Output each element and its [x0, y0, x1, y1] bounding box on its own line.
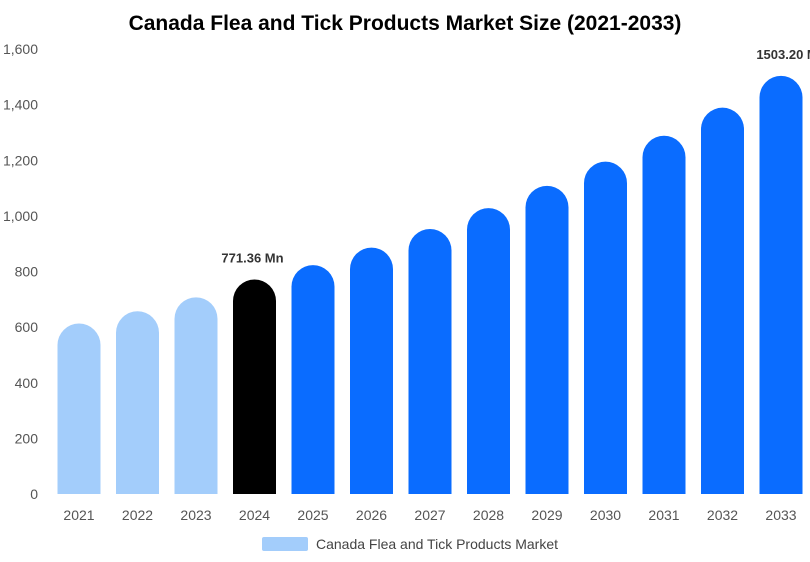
data-label: 1503.20 Mn	[756, 47, 810, 62]
bar-2031	[642, 135, 686, 494]
data-label: 771.36 Mn	[221, 250, 283, 265]
x-tick-label: 2032	[707, 507, 738, 523]
x-tick-label: 2026	[356, 507, 387, 523]
data-labels-group: 771.36 Mn 1503.20 Mn	[221, 47, 810, 266]
y-tick-label: 400	[15, 375, 39, 391]
y-tick-label: 1,200	[3, 152, 38, 168]
legend: Canada Flea and Tick Products Market	[262, 536, 558, 552]
x-tick-label: 2033	[765, 507, 796, 523]
y-tick-label: 0	[30, 486, 38, 502]
y-tick-label: 200	[15, 430, 39, 446]
y-axis: 0 200 400 600 800 1,000 1,200 1,400 1,600	[3, 41, 38, 502]
bar-2024	[233, 279, 276, 494]
x-axis: 2021 2022 2023 2024 2025 2026 2027 2028 2029 2030…	[63, 507, 796, 523]
bar-2032	[701, 107, 744, 494]
bar-2022	[116, 311, 159, 494]
bar-2027	[408, 228, 452, 495]
y-tick-label: 1,600	[3, 41, 38, 57]
x-tick-label: 2023	[180, 507, 211, 523]
y-tick-label: 1,000	[3, 208, 38, 224]
bar-2033	[759, 75, 803, 495]
bar-2030	[584, 161, 627, 494]
x-tick-label: 2030	[590, 507, 621, 523]
x-tick-label: 2024	[239, 507, 270, 523]
x-tick-label: 2027	[414, 507, 445, 523]
bar-2021	[57, 323, 101, 494]
y-tick-label: 800	[15, 264, 39, 280]
y-tick-label: 600	[15, 319, 39, 335]
bar-2028	[467, 208, 510, 494]
x-tick-label: 2029	[531, 507, 562, 523]
y-tick-label: 1,400	[3, 97, 38, 113]
bar-2029	[525, 185, 569, 494]
bar-2025	[291, 265, 335, 494]
bars-group	[57, 75, 803, 495]
x-tick-label: 2025	[297, 507, 328, 523]
bar-2023	[174, 297, 218, 494]
x-tick-label: 2028	[473, 507, 504, 523]
legend-label: Canada Flea and Tick Products Market	[316, 536, 558, 552]
x-tick-label: 2022	[122, 507, 153, 523]
x-tick-label: 2021	[63, 507, 94, 523]
legend-swatch	[262, 537, 308, 551]
chart-title: Canada Flea and Tick Products Market Siz…	[129, 12, 682, 35]
bar-2026	[350, 247, 393, 494]
x-tick-label: 2031	[648, 507, 679, 523]
